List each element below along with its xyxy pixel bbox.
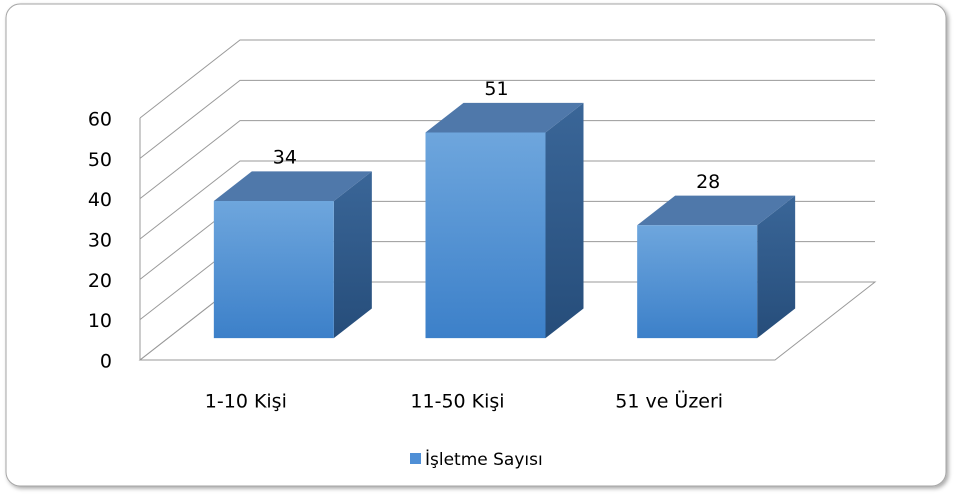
x-tick-label: 51 ve Üzeri: [615, 390, 723, 413]
grid-line: [139, 79, 875, 159]
y-tick-label: 10: [88, 310, 112, 332]
grid-line: [139, 160, 875, 240]
x-tick-label: 1-10 Kişi: [205, 391, 287, 413]
x-tick-label: 11-50 Kişi: [410, 391, 504, 413]
y-tick-label: 20: [88, 270, 112, 292]
legend-label: İşletme Sayısı: [425, 449, 543, 470]
bar-side: [333, 171, 372, 339]
y-tick-label: 60: [88, 109, 112, 131]
legend-swatch: [410, 453, 421, 464]
plot-area: 0 10 20 30 40 50 60 1-10 Kişi 34 11-50 Kişi 51 51 v…: [88, 39, 877, 470]
bar: [425, 132, 546, 339]
data-label: 28: [696, 171, 720, 193]
grid-line: [139, 120, 875, 200]
bar-top: [425, 102, 584, 133]
y-tick-label: 40: [88, 189, 112, 211]
bar-top: [213, 171, 372, 202]
bar-top: [637, 195, 796, 226]
y-tick-label: 50: [88, 149, 112, 171]
bar-side: [545, 102, 584, 339]
bar-side: [757, 195, 796, 339]
grid-line: [139, 39, 875, 119]
bar: [213, 201, 334, 339]
bar: [637, 225, 758, 339]
data-label: 51: [484, 78, 508, 100]
y-tick-label: 0: [100, 351, 112, 373]
data-label: 34: [273, 147, 297, 169]
y-tick-label: 30: [88, 230, 112, 252]
